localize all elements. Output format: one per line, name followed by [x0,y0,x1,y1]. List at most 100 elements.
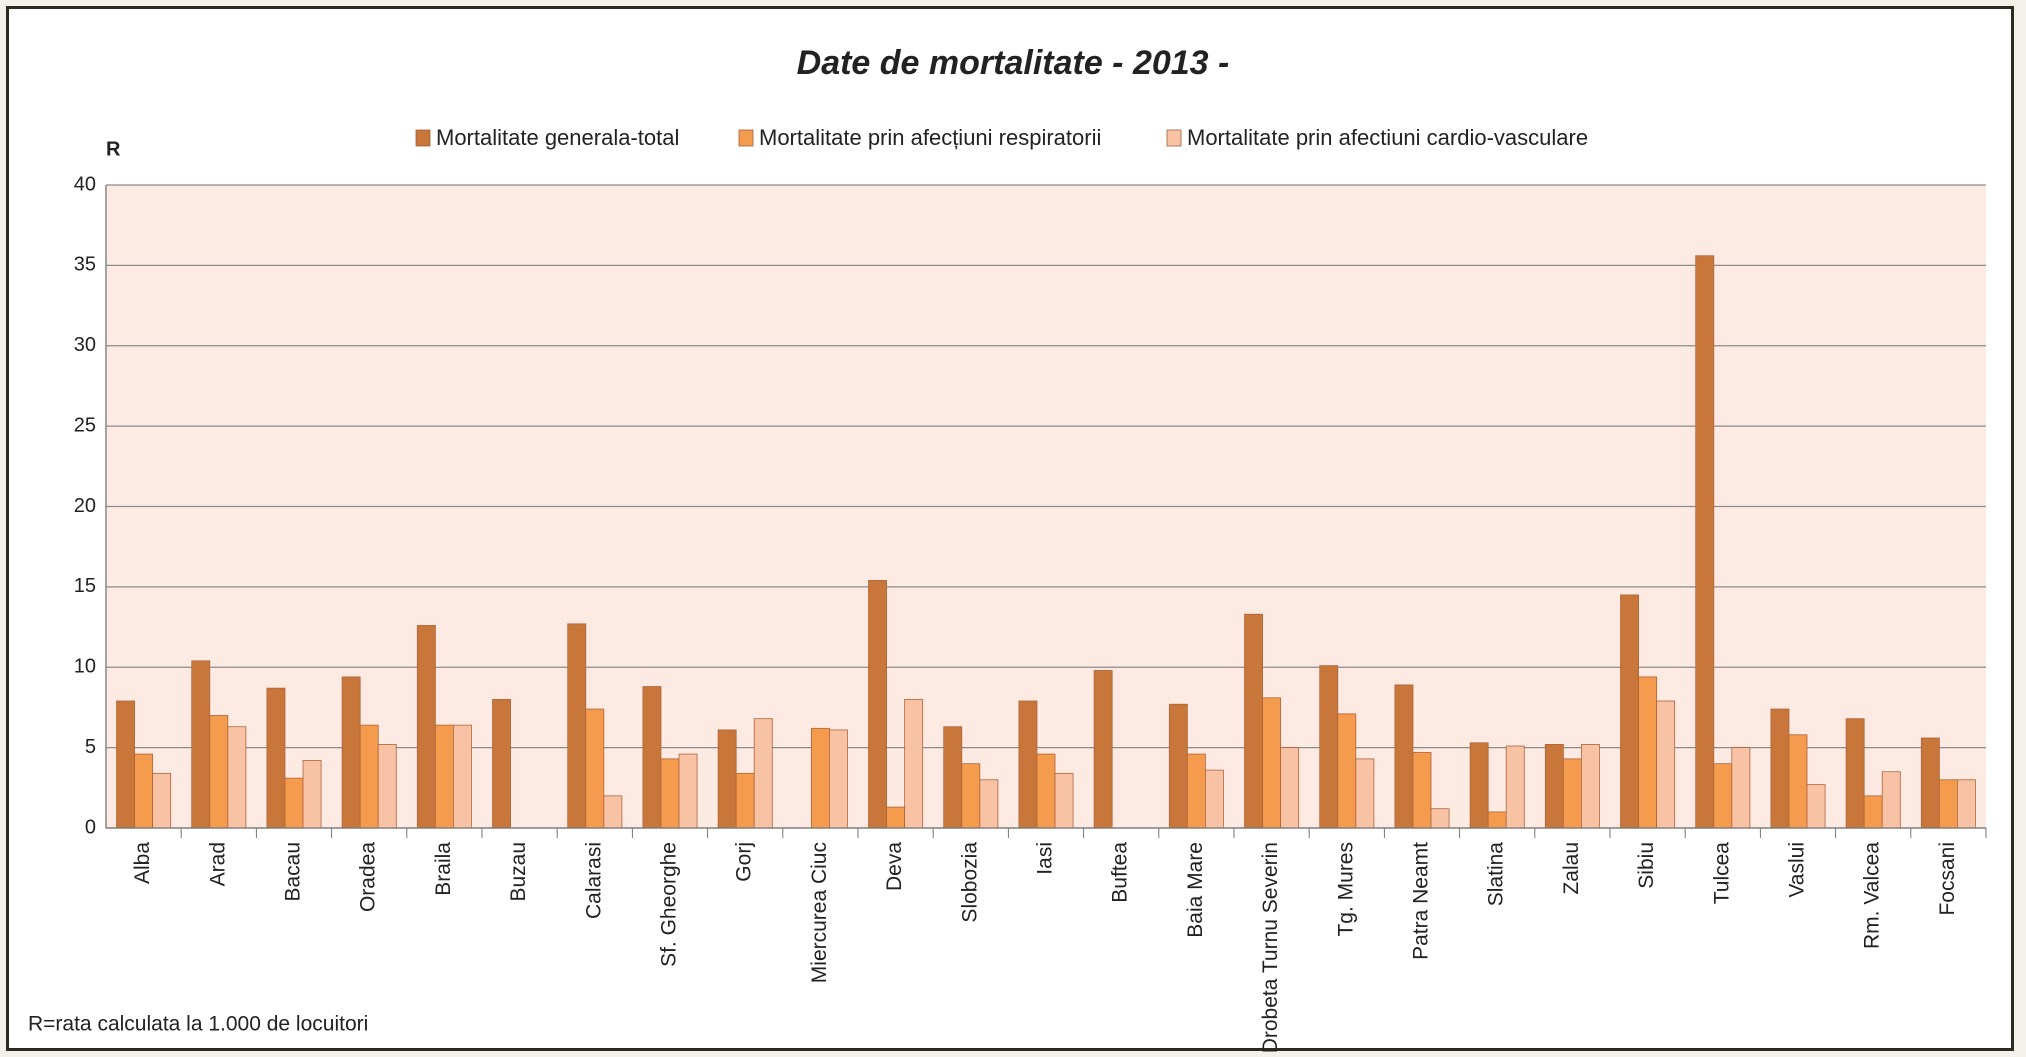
x-tick-label: Slatina [1485,842,1508,907]
bar [1430,808,1450,829]
x-tick-label: Buzau [507,842,530,902]
x-tick-label: Tulcea [1710,842,1733,905]
x-tick-label: Focsani [1936,842,1959,916]
bar [453,724,472,829]
bar [1337,713,1357,829]
x-tick-label: Tg. Mures [1334,842,1357,937]
chart-title: Date de mortalitate - 2013 - [797,44,1230,82]
bar [377,744,397,829]
bar [341,676,361,829]
y-tick-label: 35 [74,254,96,276]
bar [1731,747,1751,829]
x-tick-label: Alba [131,842,154,884]
legend-swatch [415,129,431,147]
y-tick-label: 25 [74,414,96,436]
bar [492,699,511,829]
x-tick-label: Calarasi [582,842,605,919]
bar [829,729,848,829]
bar [116,700,135,829]
bar [642,686,662,829]
bar [1863,795,1883,829]
bar [1713,763,1733,829]
y-tick-label: 10 [74,656,96,678]
x-tick-label: Patra Neamt [1410,842,1433,960]
bar [209,715,229,829]
bar [603,795,623,829]
bar [810,727,830,829]
bar [1036,753,1056,829]
x-tick-label: Deva [883,842,906,891]
x-tick-label: Iasi [1034,842,1057,875]
bar [717,729,737,829]
y-tick-label: 20 [74,495,96,517]
bar [1168,703,1188,829]
bar [302,760,322,829]
x-tick-label: Sf. Gheorghe [658,842,681,967]
bar [1562,758,1582,829]
x-tick-label: Gorj [733,842,756,882]
bar [152,772,172,829]
bar [227,726,247,829]
bar [1054,772,1074,829]
y-tick-label: 0 [85,816,96,838]
x-tick-label: Oradea [357,842,380,912]
bar [868,580,887,829]
x-tick-label: Zalau [1560,842,1583,895]
x-tick-label: Vaslui [1786,842,1809,898]
bar [1186,753,1206,829]
bar [1957,779,1976,829]
bar [1788,734,1808,829]
legend-swatch [1166,129,1182,147]
bar [1412,752,1432,829]
bar [660,758,680,829]
bar [1581,744,1600,829]
bar [1487,811,1507,829]
bar [1018,700,1038,829]
bar [1355,758,1375,829]
x-tick-label: Sibiu [1635,842,1658,889]
x-tick-label: Slobozia [958,842,981,923]
bar [1920,737,1940,829]
legend-label: Mortalitate prin afectiuni cardio-vascul… [1187,125,1588,150]
bar [678,753,698,829]
x-tick-label: Bacau [282,842,305,902]
bar [1938,779,1958,829]
x-tick-label: Miercurea Ciuc [808,842,831,983]
bar [434,724,454,829]
y-tick-label: 15 [74,575,96,597]
bar [1806,784,1826,829]
y-tick-label: 30 [74,334,96,356]
bar [191,660,211,829]
bar [1695,255,1715,829]
bar [1620,594,1639,829]
legend-label: Mortalitate prin afecțiuni respiratorii [759,125,1101,150]
bar [359,724,379,829]
bar [585,708,605,829]
bar [1469,742,1489,829]
y-axis-label: R [106,138,121,160]
bar [753,718,773,829]
y-tick-label: 5 [85,736,96,758]
bar [1244,613,1263,829]
bar [1280,747,1300,829]
bar [886,806,906,829]
bar [979,779,999,829]
bar [1881,771,1901,829]
x-tick-label: Baia Mare [1184,842,1207,938]
x-tick-label: Rm. Valcea [1861,842,1884,949]
bar [416,625,436,829]
bar [1205,769,1224,829]
bar [134,753,154,829]
bar [1394,684,1414,829]
bar [1770,708,1790,829]
bar [961,763,981,829]
bar [1093,670,1113,829]
bar [1544,744,1564,829]
bar [284,777,304,829]
bar [1845,718,1865,829]
bar [567,623,587,829]
bar [1656,700,1676,829]
bar [1262,697,1282,829]
